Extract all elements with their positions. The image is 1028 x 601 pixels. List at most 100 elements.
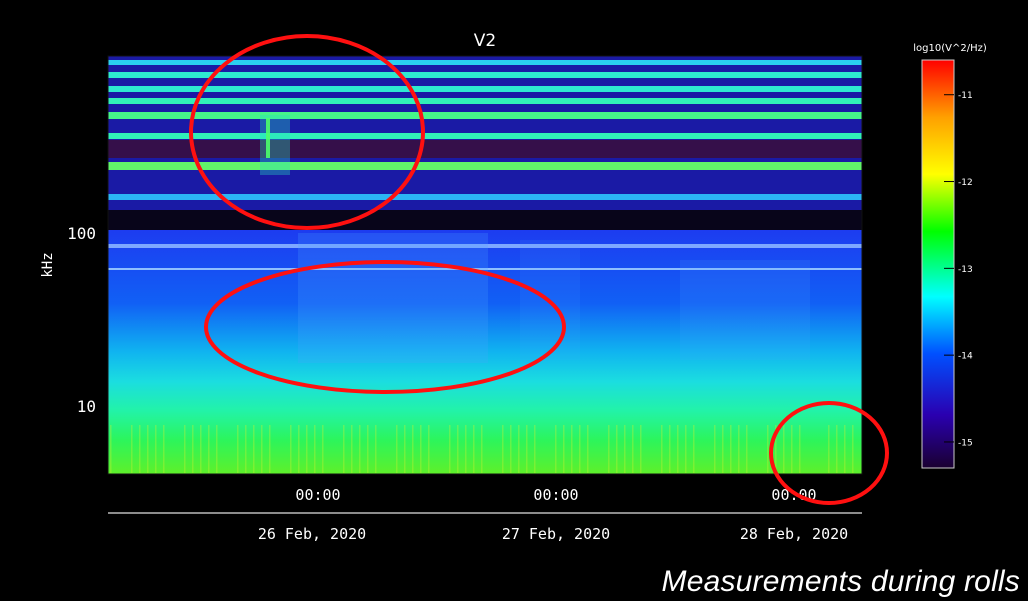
tone-band: [108, 162, 862, 170]
streak: [730, 425, 732, 473]
streak: [693, 425, 695, 473]
colorbar-scale: [921, 59, 955, 469]
y-tick-label: 10: [77, 397, 96, 416]
x-date-label: 28 Feb, 2020: [740, 525, 848, 543]
streak: [571, 425, 573, 473]
streak: [396, 425, 398, 473]
annotation-ellipse: [769, 401, 889, 505]
streak: [306, 425, 308, 473]
y-axis-label: kHz: [40, 252, 56, 277]
roll-patches: [260, 115, 810, 363]
streak: [261, 425, 263, 473]
tone-bands: [108, 60, 862, 270]
tone-band: [108, 133, 862, 139]
streak: [139, 425, 141, 473]
streak: [298, 425, 300, 473]
tone-band: [108, 268, 862, 270]
streak: [473, 425, 475, 473]
streak: [555, 425, 557, 473]
streak: [775, 425, 777, 473]
roll-patch: [298, 233, 488, 363]
tone-band: [108, 86, 862, 92]
tone-band: [108, 72, 862, 78]
streak: [200, 425, 202, 473]
streak: [746, 425, 748, 473]
streak: [783, 425, 785, 473]
streak: [343, 425, 345, 473]
streak: [155, 425, 157, 473]
streak: [322, 425, 324, 473]
low-frequency-streaks: [110, 425, 854, 473]
streak: [404, 425, 406, 473]
plot-frame: [107, 55, 863, 475]
streak: [245, 425, 247, 473]
streak: [534, 425, 536, 473]
x-date-label: 26 Feb, 2020: [258, 525, 366, 543]
colorbar-tick-label: -13: [958, 265, 973, 275]
streak: [502, 425, 504, 473]
x-tick-label: 00:00: [533, 486, 578, 504]
streak: [428, 425, 430, 473]
roll-burst: [260, 115, 290, 175]
streak: [375, 425, 377, 473]
x-axis: 00:00 00:00 00:00 26 Feb, 2020 27 Feb, 2…: [108, 486, 862, 543]
streak: [465, 425, 467, 473]
streak: [722, 425, 724, 473]
plot-area: [107, 55, 863, 475]
annotation-ellipse: [189, 34, 425, 230]
streak: [677, 425, 679, 473]
streak: [616, 425, 618, 473]
streak: [767, 425, 769, 473]
colorbar-tick-label: -12: [958, 178, 973, 188]
annotations: [189, 34, 889, 505]
caption: Measurements during rolls: [661, 565, 1020, 598]
streak: [579, 425, 581, 473]
streak: [208, 425, 210, 473]
tone-band: [108, 194, 862, 200]
streak: [237, 425, 239, 473]
streak: [184, 425, 186, 473]
annotation-ellipse: [204, 260, 566, 394]
streak: [799, 425, 801, 473]
streak: [110, 425, 112, 473]
streak: [147, 425, 149, 473]
streak: [481, 425, 483, 473]
streak: [685, 425, 687, 473]
streak: [449, 425, 451, 473]
y-axis: kHz 100 10: [40, 224, 96, 416]
streak: [836, 425, 838, 473]
streak: [457, 425, 459, 473]
streak: [844, 425, 846, 473]
x-tick-label: 00:00: [295, 486, 340, 504]
y-tick-label: 100: [67, 224, 96, 243]
streak: [510, 425, 512, 473]
streak: [269, 425, 271, 473]
roll-patch: [680, 260, 810, 360]
streak: [163, 425, 165, 473]
colorbar-label: log10(V^2/Hz): [913, 43, 987, 54]
streak: [661, 425, 663, 473]
streak: [518, 425, 520, 473]
streak: [351, 425, 353, 473]
streak: [314, 425, 316, 473]
colorbar-tick-label: -11: [958, 91, 973, 101]
streak: [632, 425, 634, 473]
streak: [791, 425, 793, 473]
streak: [608, 425, 610, 473]
streak: [420, 425, 422, 473]
tone-band: [108, 112, 862, 119]
streak: [624, 425, 626, 473]
colorbar: log10(V^2/Hz) -11 -12 -13 -14 -15: [913, 43, 987, 469]
streak: [640, 425, 642, 473]
streak: [216, 425, 218, 473]
streak: [587, 425, 589, 473]
x-date-label: 27 Feb, 2020: [502, 525, 610, 543]
streak: [852, 425, 854, 473]
streak: [290, 425, 292, 473]
roll-burst: [266, 118, 270, 158]
streak: [192, 425, 194, 473]
streak: [563, 425, 565, 473]
chart-title: V2: [474, 31, 496, 51]
streak: [714, 425, 716, 473]
